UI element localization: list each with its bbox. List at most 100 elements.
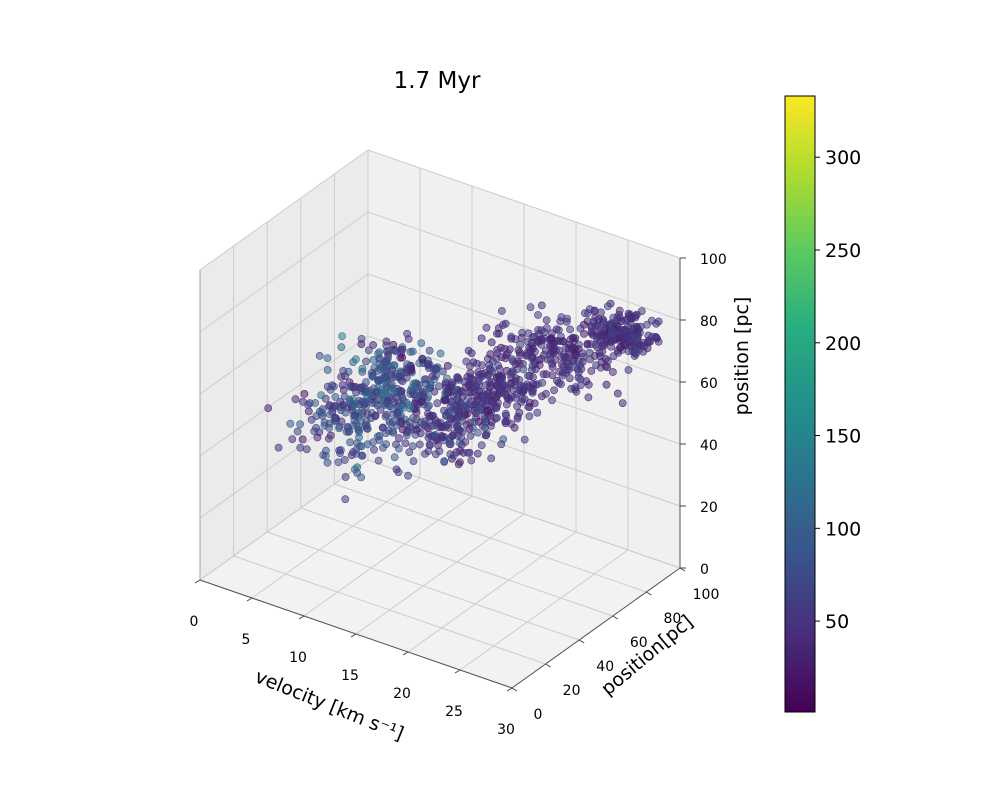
x-tick-label: 15 bbox=[341, 668, 359, 684]
x-tick-label: 20 bbox=[393, 686, 411, 702]
scatter-point bbox=[487, 365, 495, 374]
scatter-point bbox=[562, 368, 570, 377]
scatter-point bbox=[497, 307, 506, 315]
y-tick-mark bbox=[646, 591, 652, 596]
axis-ticks: 0 5 10 15 20 25 30 0 20 40 60 80 100 0 20 40 60 80 100 bbox=[190, 252, 727, 738]
scatter-point bbox=[441, 395, 450, 404]
scatter-point bbox=[446, 440, 455, 449]
scatter-point bbox=[444, 388, 453, 397]
scatter-point bbox=[426, 441, 434, 449]
scatter-point bbox=[478, 361, 486, 369]
scatter-point bbox=[364, 346, 373, 355]
scatter-point bbox=[441, 411, 450, 420]
gridline-z-left bbox=[199, 211, 369, 333]
scatter-point bbox=[437, 433, 446, 442]
scatter-point bbox=[418, 355, 427, 364]
scatter-point bbox=[624, 309, 633, 318]
scatter-point bbox=[357, 473, 365, 482]
scatter-point bbox=[535, 337, 543, 346]
scatter-point bbox=[346, 438, 354, 447]
scatter-point bbox=[531, 365, 540, 374]
scatter-point bbox=[382, 440, 390, 448]
scatter-point bbox=[500, 344, 509, 353]
scatter-point bbox=[380, 388, 389, 397]
scatter-point bbox=[587, 323, 596, 331]
scatter-point bbox=[382, 410, 391, 419]
scatter-point bbox=[355, 428, 363, 436]
scatter-point bbox=[528, 352, 537, 361]
scatter-point bbox=[467, 456, 476, 465]
scatter-point bbox=[624, 322, 632, 331]
gridline-x-floor bbox=[355, 513, 525, 635]
scatter-point bbox=[565, 374, 574, 383]
x-tick-label: 0 bbox=[190, 614, 199, 630]
scatter-point bbox=[438, 367, 447, 376]
scatter-point bbox=[470, 417, 479, 426]
y-tick-label: 60 bbox=[630, 635, 648, 651]
scatter-point bbox=[363, 424, 372, 433]
scatter-point bbox=[349, 421, 358, 430]
scatter-point bbox=[583, 340, 592, 349]
scatter-point bbox=[552, 325, 561, 334]
scatter-point bbox=[397, 346, 405, 354]
scatter-point bbox=[375, 348, 384, 356]
scatter-point bbox=[341, 372, 349, 381]
z-tick-label: 80 bbox=[700, 314, 718, 330]
scatter-point bbox=[368, 372, 377, 380]
colorbar-tick-label: 200 bbox=[825, 333, 861, 355]
scatter-point bbox=[477, 441, 486, 450]
scatter-point bbox=[609, 368, 617, 376]
scatter-point bbox=[462, 357, 471, 366]
scatter-point bbox=[609, 352, 618, 361]
scatter-point bbox=[502, 351, 511, 360]
colorbar-gradient bbox=[784, 95, 816, 713]
scatter-point bbox=[607, 337, 616, 346]
scatter-point bbox=[488, 397, 496, 406]
scatter-point bbox=[542, 389, 550, 398]
scatter-point bbox=[548, 396, 556, 405]
scatter-point bbox=[405, 404, 414, 413]
scatter-point bbox=[543, 355, 552, 364]
scatter-point bbox=[601, 355, 610, 363]
scatter-point bbox=[584, 380, 593, 389]
scatter-point bbox=[341, 473, 350, 481]
x-tick-label: 30 bbox=[497, 722, 515, 738]
gridline-y-floor bbox=[334, 483, 647, 593]
scatter-point bbox=[538, 378, 547, 387]
scatter-point bbox=[487, 338, 496, 347]
scatter-point bbox=[547, 334, 556, 342]
scatter-point bbox=[459, 406, 468, 415]
scatter-point bbox=[444, 420, 452, 429]
scatter-point bbox=[312, 423, 320, 432]
scatter-point bbox=[338, 332, 346, 340]
gridline-y-floor bbox=[267, 531, 580, 641]
scatter-point bbox=[360, 397, 369, 406]
scatter-point bbox=[315, 351, 324, 360]
scatter-point bbox=[408, 442, 417, 451]
scatter-points bbox=[264, 299, 663, 504]
scatter-point bbox=[412, 425, 421, 434]
scatter-point bbox=[430, 387, 439, 396]
scatter-point bbox=[362, 357, 370, 366]
scatter-point bbox=[409, 379, 418, 388]
scatter-point bbox=[555, 367, 564, 376]
scatter-point bbox=[595, 329, 604, 338]
scatter-point bbox=[524, 371, 532, 380]
x-tick-mark bbox=[350, 633, 357, 638]
gridline-x-floor bbox=[459, 549, 629, 671]
scatter-point bbox=[487, 454, 496, 463]
colorbar-tick-label: 300 bbox=[825, 147, 861, 169]
scatter-point bbox=[363, 410, 372, 418]
scatter-point bbox=[526, 303, 535, 312]
scatter-point bbox=[515, 348, 524, 357]
scatter-point bbox=[431, 430, 440, 439]
scatter-point bbox=[406, 347, 415, 356]
scatter-point bbox=[482, 431, 491, 439]
scatter-point bbox=[550, 386, 558, 395]
scatter-point bbox=[555, 379, 563, 387]
scatter-point bbox=[340, 456, 349, 464]
scatter-point bbox=[302, 445, 311, 454]
scatter-point bbox=[463, 448, 472, 457]
scatter-point bbox=[402, 373, 411, 382]
